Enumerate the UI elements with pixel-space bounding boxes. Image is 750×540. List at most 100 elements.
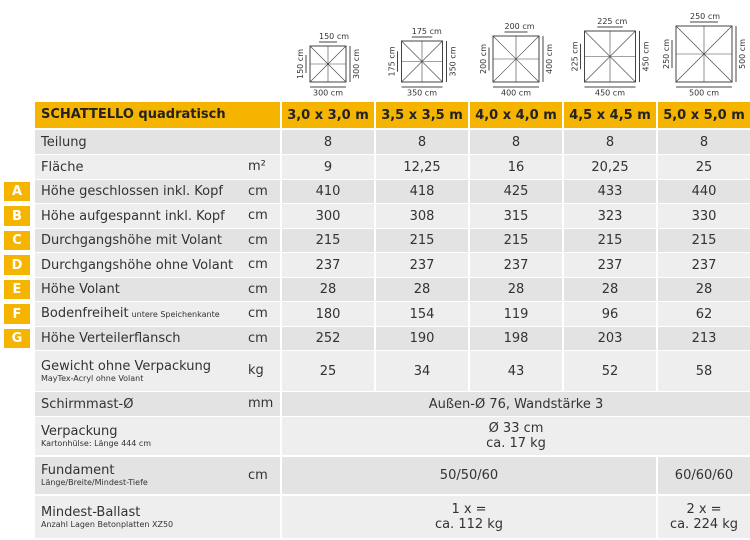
- value-cell: 237: [376, 253, 468, 277]
- value: 8: [699, 134, 709, 150]
- row-unit: m²: [248, 159, 266, 174]
- row-label-cell: Höhe geschlossen inkl. Kopf: [35, 180, 280, 203]
- row-label-line: Gewicht ohne Verpackung: [35, 359, 280, 374]
- value: 12,25: [403, 159, 441, 175]
- value: 300: [315, 208, 341, 224]
- value: 25: [319, 363, 337, 379]
- value: 252: [315, 331, 341, 346]
- value: 198: [503, 331, 529, 346]
- value-cell: 28: [470, 278, 562, 301]
- value-cell: Ø 33 cm ca. 17 kg: [282, 417, 750, 455]
- value-cell: Außen-Ø 76, Wandstärke 3: [282, 392, 750, 416]
- row-label: Fundament: [41, 463, 115, 478]
- value: 237: [315, 257, 341, 273]
- value: 410: [315, 184, 341, 199]
- row-label-line: Verpackung: [35, 424, 280, 439]
- dim-bottom-label: 300 cm: [313, 89, 343, 98]
- row-letter: A: [4, 182, 30, 201]
- row-label: Schirmmast-Ø: [41, 396, 134, 412]
- row-unit: cm: [248, 282, 268, 297]
- value-cell: 20,25: [564, 155, 656, 179]
- row-label: Höhe Verteilerflansch: [41, 331, 181, 346]
- value-cell: 433: [564, 180, 656, 203]
- value: 215: [409, 233, 435, 248]
- value-cell: 190: [376, 327, 468, 350]
- value-line: ca. 112 kg: [434, 517, 504, 532]
- row-label: Fläche: [41, 159, 84, 175]
- row-sublabel: untere Speichenkante: [131, 310, 220, 319]
- value-cell: 203: [564, 327, 656, 350]
- header-size: 3,5 x 3,5 m: [376, 102, 468, 128]
- value-cell: 58: [658, 351, 750, 391]
- value-cell: 62: [658, 302, 750, 326]
- value-cell: 425: [470, 180, 562, 203]
- row-label-cell: Mindest-Ballast Anzahl Lagen Betonplatten…: [35, 496, 280, 538]
- row-label-line: Höhe Volant: [35, 282, 280, 297]
- value-cell: 9: [282, 155, 374, 179]
- value-cell: 28: [658, 278, 750, 301]
- value: 237: [409, 257, 435, 273]
- value-cell: 418: [376, 180, 468, 203]
- value: 237: [597, 257, 623, 273]
- row-label-line: Höhe geschlossen inkl. Kopf: [35, 184, 280, 199]
- value: 190: [409, 331, 435, 346]
- dim-top-label: 175 cm: [412, 27, 442, 36]
- row-label: Gewicht ohne Verpackung: [41, 358, 211, 374]
- value-cell: 154: [376, 302, 468, 326]
- row-sublabel: MayTex-Acryl ohne Volant: [41, 373, 144, 383]
- dim-left-label: 150 cm: [296, 49, 305, 79]
- value-cell: 8: [282, 130, 374, 154]
- dim-right-label: 400 cm: [545, 44, 554, 74]
- value: 20,25: [591, 159, 629, 175]
- value-cell: 215: [282, 229, 374, 252]
- value: 9: [323, 159, 333, 175]
- row-label-cell: Höhe Volant: [35, 278, 280, 301]
- dim-right-label: 450 cm: [642, 41, 651, 71]
- dim-bottom-label: 500 cm: [689, 89, 719, 98]
- value-cell: 8: [658, 130, 750, 154]
- value-cell: 8: [564, 130, 656, 154]
- value-cell: 1 x = ca. 112 kg: [282, 496, 656, 538]
- value: 440: [691, 184, 717, 199]
- dim-bottom-label: 350 cm: [407, 89, 437, 98]
- row-letter: E: [4, 280, 30, 299]
- value: 28: [319, 282, 337, 297]
- row-label-cell: Bodenfreiheit untere Speichenkante: [35, 302, 280, 326]
- value-cell: 12,25: [376, 155, 468, 179]
- value-cell: 43: [470, 351, 562, 391]
- value-cell: 330: [658, 204, 750, 228]
- dim-top-label: 250 cm: [690, 12, 720, 21]
- value: 315: [503, 208, 529, 224]
- row-label: Teilung: [41, 134, 87, 150]
- dim-right-label: 300 cm: [352, 49, 361, 79]
- dim-right-label: 500 cm: [738, 39, 747, 69]
- value-cell: 198: [470, 327, 562, 350]
- value: 28: [413, 282, 431, 297]
- header-size: 5,0 x 5,0 m: [658, 102, 750, 128]
- row-label-line: Teilung: [35, 135, 280, 150]
- value: 425: [503, 184, 529, 199]
- value-cell: 8: [376, 130, 468, 154]
- value: 8: [511, 134, 521, 150]
- value: 237: [503, 257, 529, 273]
- value: 330: [691, 208, 717, 224]
- value-line: 2 x =: [686, 502, 722, 517]
- value: 8: [417, 134, 427, 150]
- value-cell: 300: [282, 204, 374, 228]
- row-letter: D: [4, 255, 30, 275]
- row-label: Durchgangshöhe ohne Volant: [41, 257, 234, 273]
- row-label-cell: Teilung: [35, 130, 280, 154]
- value: 96: [601, 306, 619, 322]
- row-label: Höhe geschlossen inkl. Kopf: [41, 184, 223, 199]
- value: 203: [597, 331, 623, 346]
- row-sublabel: Kartonhülse: Länge 444 cm: [41, 438, 152, 448]
- value-cell: 237: [282, 253, 374, 277]
- value: 418: [409, 184, 435, 199]
- value-cell: 2 x = ca. 224 kg: [658, 496, 750, 538]
- row-sublabel: Länge/Breite/Mindest-Tiefe: [41, 478, 148, 487]
- value: 213: [691, 331, 717, 346]
- value-cell: 315: [470, 204, 562, 228]
- value: 180: [315, 306, 341, 322]
- value: 25: [695, 159, 713, 175]
- value: 28: [601, 282, 619, 297]
